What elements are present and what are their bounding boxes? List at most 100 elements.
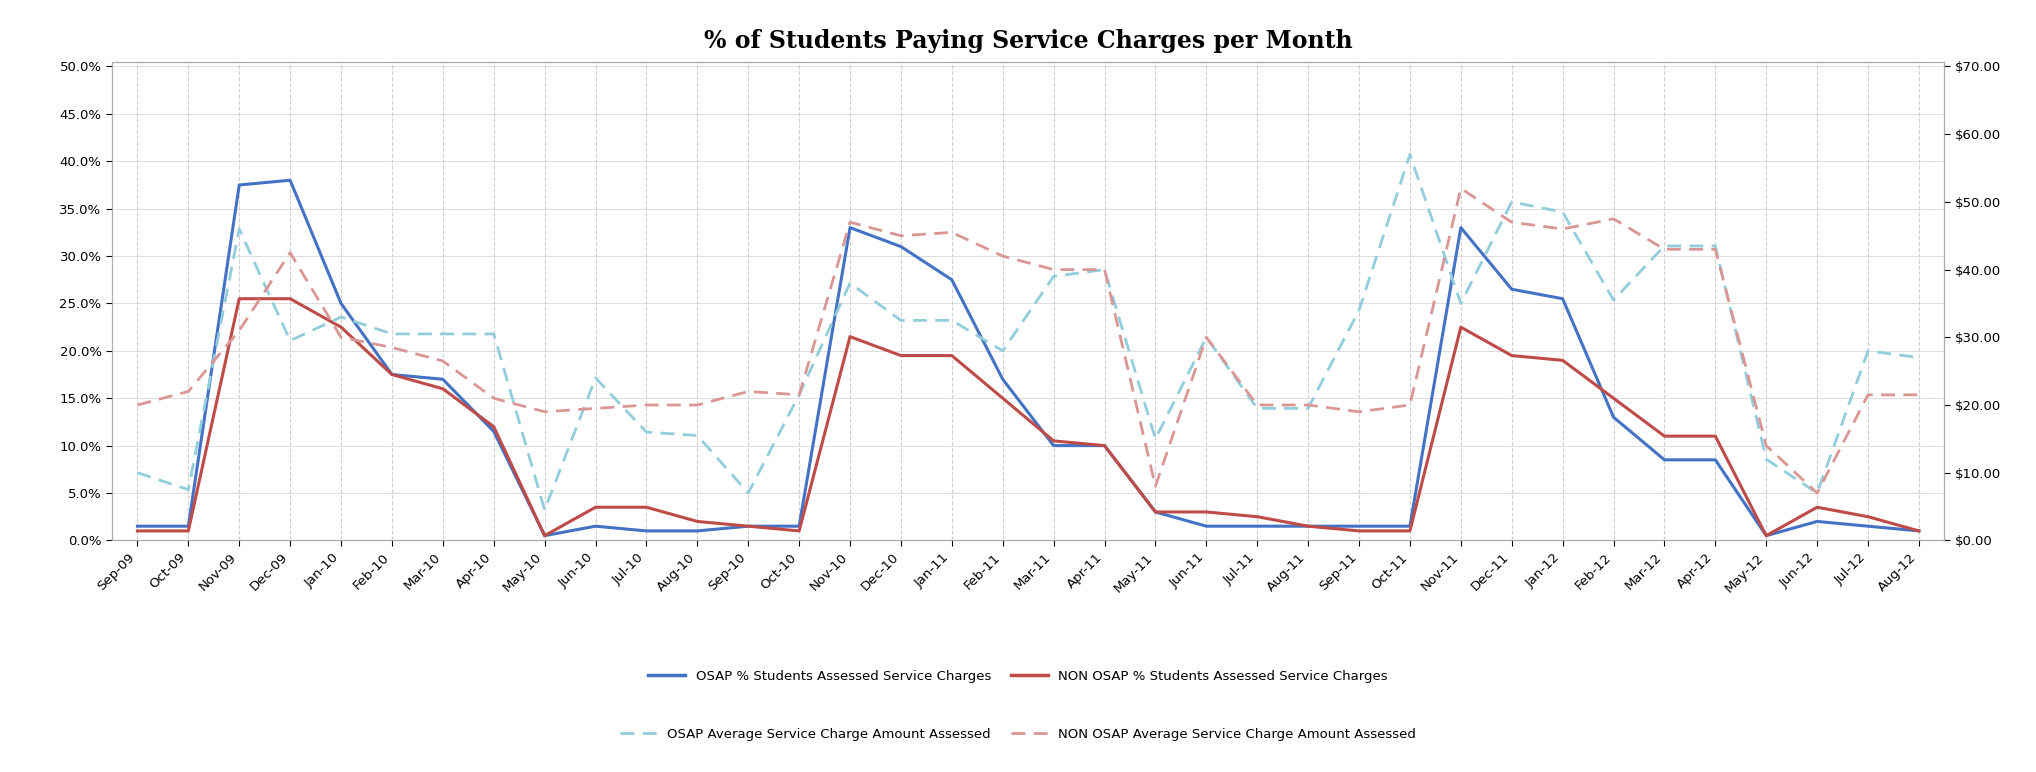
NON OSAP Average Service Charge Amount Assessed [1906, 390, 1930, 399]
NON OSAP Average Service Charge Amount Assessed [1448, 184, 1472, 193]
NON OSAP % Students Assessed Service Charges [480, 422, 505, 432]
NON OSAP Average Service Charge Amount Assessed [737, 387, 761, 396]
NON OSAP Average Service Charge Amount Assessed [1193, 333, 1218, 342]
OSAP Average Service Charge Amount Assessed [1397, 150, 1421, 159]
OSAP % Students Assessed Service Charges [939, 275, 963, 284]
OSAP Average Service Charge Amount Assessed [1193, 333, 1218, 342]
OSAP Average Service Charge Amount Assessed [1906, 353, 1930, 362]
OSAP Average Service Charge Amount Assessed [175, 485, 200, 494]
OSAP % Students Assessed Service Charges [989, 374, 1014, 384]
NON OSAP Average Service Charge Amount Assessed [175, 387, 200, 396]
OSAP Average Service Charge Amount Assessed [480, 330, 505, 339]
OSAP % Students Assessed Service Charges [1804, 516, 1828, 526]
OSAP Average Service Charge Amount Assessed [684, 431, 709, 440]
OSAP Average Service Charge Amount Assessed [1091, 265, 1116, 274]
OSAP Average Service Charge Amount Assessed [633, 428, 658, 437]
OSAP Average Service Charge Amount Assessed [1651, 242, 1676, 251]
OSAP Average Service Charge Amount Assessed [989, 346, 1014, 355]
NON OSAP % Students Assessed Service Charges [582, 503, 607, 512]
NON OSAP % Students Assessed Service Charges [1091, 441, 1116, 450]
OSAP Average Service Charge Amount Assessed [1549, 208, 1574, 217]
OSAP Average Service Charge Amount Assessed [379, 330, 403, 339]
OSAP Average Service Charge Amount Assessed [888, 316, 912, 325]
OSAP % Students Assessed Service Charges [480, 427, 505, 436]
NON OSAP Average Service Charge Amount Assessed [989, 252, 1014, 261]
NON OSAP % Students Assessed Service Charges [1855, 512, 1879, 521]
NON OSAP Average Service Charge Amount Assessed [531, 407, 556, 416]
OSAP % Students Assessed Service Charges [1244, 522, 1268, 531]
OSAP % Students Assessed Service Charges [1448, 223, 1472, 232]
OSAP % Students Assessed Service Charges [786, 522, 810, 531]
OSAP % Students Assessed Service Charges [1091, 441, 1116, 450]
OSAP % Students Assessed Service Charges [1906, 527, 1930, 536]
NON OSAP Average Service Charge Amount Assessed [1091, 265, 1116, 274]
NON OSAP Average Service Charge Amount Assessed [1244, 401, 1268, 410]
Line: NON OSAP Average Service Charge Amount Assessed: NON OSAP Average Service Charge Amount A… [138, 188, 1918, 493]
NON OSAP % Students Assessed Service Charges [989, 394, 1014, 403]
OSAP Average Service Charge Amount Assessed [126, 468, 151, 477]
NON OSAP Average Service Charge Amount Assessed [939, 228, 963, 237]
NON OSAP Average Service Charge Amount Assessed [582, 404, 607, 413]
NON OSAP Average Service Charge Amount Assessed [1600, 214, 1625, 223]
NON OSAP % Students Assessed Service Charges [175, 527, 200, 536]
OSAP % Students Assessed Service Charges [839, 223, 863, 232]
NON OSAP % Students Assessed Service Charges [531, 531, 556, 540]
OSAP Average Service Charge Amount Assessed [786, 390, 810, 399]
OSAP Average Service Charge Amount Assessed [839, 279, 863, 288]
OSAP Average Service Charge Amount Assessed [1702, 242, 1727, 251]
OSAP % Students Assessed Service Charges [1651, 455, 1676, 465]
OSAP % Students Assessed Service Charges [1498, 285, 1523, 294]
OSAP Average Service Charge Amount Assessed [430, 330, 454, 339]
NON OSAP Average Service Charge Amount Assessed [1295, 401, 1319, 410]
NON OSAP Average Service Charge Amount Assessed [786, 390, 810, 399]
OSAP % Students Assessed Service Charges [226, 181, 252, 190]
OSAP % Students Assessed Service Charges [126, 522, 151, 531]
OSAP % Students Assessed Service Charges [277, 175, 301, 185]
NON OSAP % Students Assessed Service Charges [1651, 432, 1676, 441]
NON OSAP % Students Assessed Service Charges [1600, 394, 1625, 403]
OSAP Average Service Charge Amount Assessed [1448, 299, 1472, 308]
OSAP Average Service Charge Amount Assessed [1804, 489, 1828, 498]
NON OSAP % Students Assessed Service Charges [277, 294, 301, 303]
OSAP % Students Assessed Service Charges [328, 299, 354, 308]
NON OSAP Average Service Charge Amount Assessed [1855, 390, 1879, 399]
NON OSAP % Students Assessed Service Charges [126, 527, 151, 536]
NON OSAP % Students Assessed Service Charges [737, 522, 761, 531]
NON OSAP Average Service Charge Amount Assessed [1397, 401, 1421, 410]
OSAP % Students Assessed Service Charges [1142, 507, 1167, 516]
OSAP % Students Assessed Service Charges [888, 242, 912, 251]
Legend: OSAP Average Service Charge Amount Assessed, NON OSAP Average Service Charge Amo: OSAP Average Service Charge Amount Asses… [615, 723, 1421, 746]
OSAP % Students Assessed Service Charges [1702, 455, 1727, 465]
NON OSAP % Students Assessed Service Charges [1753, 531, 1777, 540]
OSAP Average Service Charge Amount Assessed [1040, 272, 1067, 281]
OSAP Average Service Charge Amount Assessed [582, 374, 607, 383]
OSAP Average Service Charge Amount Assessed [1348, 306, 1372, 315]
NON OSAP Average Service Charge Amount Assessed [480, 394, 505, 403]
NON OSAP Average Service Charge Amount Assessed [277, 248, 301, 257]
NON OSAP Average Service Charge Amount Assessed [1142, 482, 1167, 491]
NON OSAP Average Service Charge Amount Assessed [1753, 441, 1777, 450]
OSAP Average Service Charge Amount Assessed [1855, 346, 1879, 355]
NON OSAP Average Service Charge Amount Assessed [1549, 225, 1574, 234]
OSAP Average Service Charge Amount Assessed [531, 506, 556, 515]
OSAP % Students Assessed Service Charges [1753, 531, 1777, 540]
OSAP Average Service Charge Amount Assessed [1753, 455, 1777, 464]
NON OSAP % Students Assessed Service Charges [379, 370, 403, 379]
OSAP % Students Assessed Service Charges [379, 370, 403, 379]
NON OSAP Average Service Charge Amount Assessed [1040, 265, 1067, 274]
OSAP Average Service Charge Amount Assessed [1498, 198, 1523, 207]
NON OSAP Average Service Charge Amount Assessed [839, 218, 863, 227]
Line: OSAP Average Service Charge Amount Assessed: OSAP Average Service Charge Amount Asses… [138, 154, 1918, 510]
OSAP % Students Assessed Service Charges [684, 527, 709, 536]
OSAP % Students Assessed Service Charges [1040, 441, 1067, 450]
NON OSAP % Students Assessed Service Charges [888, 351, 912, 361]
OSAP % Students Assessed Service Charges [175, 522, 200, 531]
OSAP Average Service Charge Amount Assessed [328, 313, 354, 322]
OSAP % Students Assessed Service Charges [633, 527, 658, 536]
NON OSAP Average Service Charge Amount Assessed [1702, 245, 1727, 254]
NON OSAP % Students Assessed Service Charges [1193, 507, 1218, 516]
OSAP Average Service Charge Amount Assessed [277, 336, 301, 345]
NON OSAP % Students Assessed Service Charges [1702, 432, 1727, 441]
NON OSAP % Students Assessed Service Charges [1142, 507, 1167, 516]
OSAP % Students Assessed Service Charges [737, 522, 761, 531]
